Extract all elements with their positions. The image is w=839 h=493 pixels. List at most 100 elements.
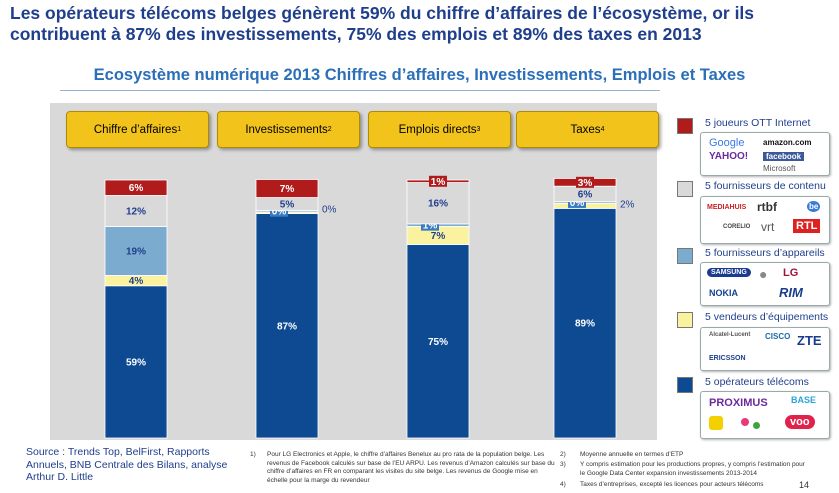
voo-logo: voo (785, 415, 815, 429)
data-label-investissements-5-joueurs-ott-internet: 7% (280, 184, 295, 195)
data-label-emplois-directs-5-operateurs-telecoms: 75% (428, 337, 448, 348)
data-label-emplois-directs-5-fournisseurs-d-appareils: 1% (423, 221, 438, 232)
rim-logo: RIM (779, 285, 803, 300)
footnote-number: 1) (250, 451, 256, 458)
data-label-taxes-5-fournisseurs-de-contenu: 6% (578, 189, 593, 200)
data-label-chiffre-d-affaires-5-joueurs-ott-internet: 6% (129, 183, 144, 194)
confetti-icon (753, 422, 760, 429)
data-label-background (568, 196, 586, 208)
footnote-1: Pour LG Electronics et Apple, le chiffre… (267, 451, 555, 484)
chart-subtitle: Ecosystème numérique 2013 Chiffres d’aff… (93, 66, 746, 84)
footnote-number: 3) (560, 461, 566, 468)
header-taxes: Taxes 4 (516, 111, 659, 148)
data-label-taxes-5-fournisseurs-d-appareils: 0% (570, 198, 585, 209)
data-label-chiffre-d-affaires-5-operateurs-telecoms: 59% (126, 357, 146, 368)
footnote-ref: 2 (327, 126, 332, 133)
footnote-3: Y compris estimation pour les production… (580, 461, 805, 477)
data-label-background (270, 205, 288, 217)
outside-label-taxes: 2% (620, 199, 635, 210)
microsoft-logo: Microsoft (763, 164, 796, 173)
data-label-emplois-directs-5-vendeurs-d-equipements: 7% (431, 231, 446, 242)
zte-logo: ZTE (797, 333, 822, 348)
header-label: Chiffre d’affaires (93, 123, 178, 136)
logos-ott: Google amazon.com YAHOO! facebook Micros… (700, 132, 830, 176)
data-label-chiffre-d-affaires-5-vendeurs-d-equipements: 4% (129, 276, 144, 287)
bar-segment-chiffre-d-affaires-5-operateurs-telecoms (104, 285, 168, 439)
footnote-4: Taxes d’entreprises, excepté les licence… (580, 481, 764, 488)
logos-operateurs: PROXIMUS BASE voo (700, 391, 830, 439)
amazon-logo: amazon.com (763, 138, 812, 147)
header-label: Taxes (570, 123, 601, 136)
bar-segment-chiffre-d-affaires-5-fournisseurs-de-contenu (104, 195, 168, 227)
footnote-number: 4) (560, 481, 566, 488)
header-label: Emplois directs (398, 123, 477, 136)
header-investissements: Investissements 2 (217, 111, 360, 148)
be-logo: be (807, 201, 821, 212)
page-number: 14 (799, 480, 810, 490)
legend-label: 5 fournisseurs de contenu (705, 180, 826, 192)
legend-label: 5 fournisseurs d’appareils (705, 247, 825, 259)
header-chiffre-affaires: Chiffre d’affaires 1 (66, 111, 209, 148)
ericsson-logo: ERICSSON (709, 355, 746, 362)
source-note: Source : Trends Top, BelFirst, Rapports … (26, 446, 228, 483)
mediahuis-logo: MEDIAHUIS (707, 204, 747, 211)
cisco-logo: CISCO (765, 332, 791, 341)
data-label-background (576, 176, 594, 188)
logos-contenu: MEDIAHUIS rtbf be CORELIO vrt RTL (700, 196, 830, 244)
data-label-chiffre-d-affaires-5-fournisseurs-de-contenu: 12% (126, 206, 146, 217)
footnote-ref: 1 (177, 126, 182, 133)
confetti-icon (741, 418, 749, 426)
data-label-emplois-directs-5-joueurs-ott-internet: 1% (431, 177, 446, 188)
headline: Les opérateurs télécoms belges génèrent … (10, 3, 755, 44)
legend-swatch (677, 377, 693, 393)
bar-segment-emplois-directs-5-fournisseurs-de-contenu (406, 182, 470, 225)
vrt-logo: vrt (761, 220, 775, 234)
legend-label: 5 joueurs OTT Internet (705, 117, 811, 129)
header-label: Investissements (245, 123, 328, 136)
outside-label-investissements: 0% (322, 205, 337, 216)
bar-segment-investissements-5-operateurs-telecoms (255, 213, 319, 439)
rtl-logo: RTL (793, 219, 821, 233)
nokia-logo: NOKIA (709, 288, 738, 298)
footnote-2: Moyenne annuelle en termes d’ETP (580, 451, 684, 458)
bar-segment-chiffre-d-affaires-5-fournisseurs-d-appareils (104, 226, 168, 276)
corelio-logo: CORELIO (723, 224, 751, 230)
logos-appareils: SAMSUNG ● LG NOKIA RIM (700, 262, 830, 306)
yahoo-logo: YAHOO! (709, 151, 749, 162)
legend-swatch (677, 312, 693, 328)
bar-segment-taxes-5-operateurs-telecoms (553, 207, 617, 439)
rtbf-logo: rtbf (757, 200, 777, 214)
data-label-investissements-5-fournisseurs-d-appareils: 0% (272, 207, 287, 218)
footnote-ref: 3 (476, 126, 481, 133)
header-emplois-directs: Emplois directs 3 (368, 111, 511, 148)
subtitle-divider (60, 90, 660, 91)
data-label-chiffre-d-affaires-5-fournisseurs-d-appareils: 19% (126, 246, 146, 257)
legend-swatch (677, 118, 693, 134)
data-label-background (429, 175, 447, 187)
telenet-icon (709, 416, 723, 430)
facebook-logo: facebook (763, 152, 805, 161)
data-label-taxes-5-joueurs-ott-internet: 3% (578, 178, 593, 189)
data-label-investissements-5-operateurs-telecoms: 87% (277, 321, 297, 332)
legend-swatch (677, 181, 693, 197)
bar-segment-investissements-5-joueurs-ott-internet (255, 179, 319, 198)
data-label-background (421, 219, 439, 231)
base-logo: BASE (791, 395, 817, 405)
apple-icon: ● (759, 266, 768, 282)
footnote-number: 2) (560, 451, 566, 458)
logos-equipements: Alcatel-Lucent CISCO ZTE ERICSSON (700, 327, 830, 371)
alcatel-logo: Alcatel-Lucent (709, 332, 751, 338)
footnote-ref: 4 (600, 126, 605, 133)
proximus-logo: PROXIMUS (709, 397, 768, 409)
legend-label: 5 opérateurs télécoms (705, 376, 809, 388)
data-label-investissements-5-fournisseurs-de-contenu: 5% (280, 199, 295, 210)
data-label-emplois-directs-5-fournisseurs-de-contenu: 16% (428, 199, 448, 210)
google-logo: Google (709, 137, 745, 149)
lg-logo: LG (783, 267, 799, 279)
bar-segment-emplois-directs-5-operateurs-telecoms (406, 244, 470, 439)
bar-segment-chiffre-d-affaires-5-joueurs-ott-internet (104, 179, 168, 196)
samsung-logo: SAMSUNG (707, 268, 751, 277)
data-label-taxes-5-operateurs-telecoms: 89% (575, 319, 595, 330)
legend-label: 5 vendeurs d’équipements (705, 311, 829, 323)
